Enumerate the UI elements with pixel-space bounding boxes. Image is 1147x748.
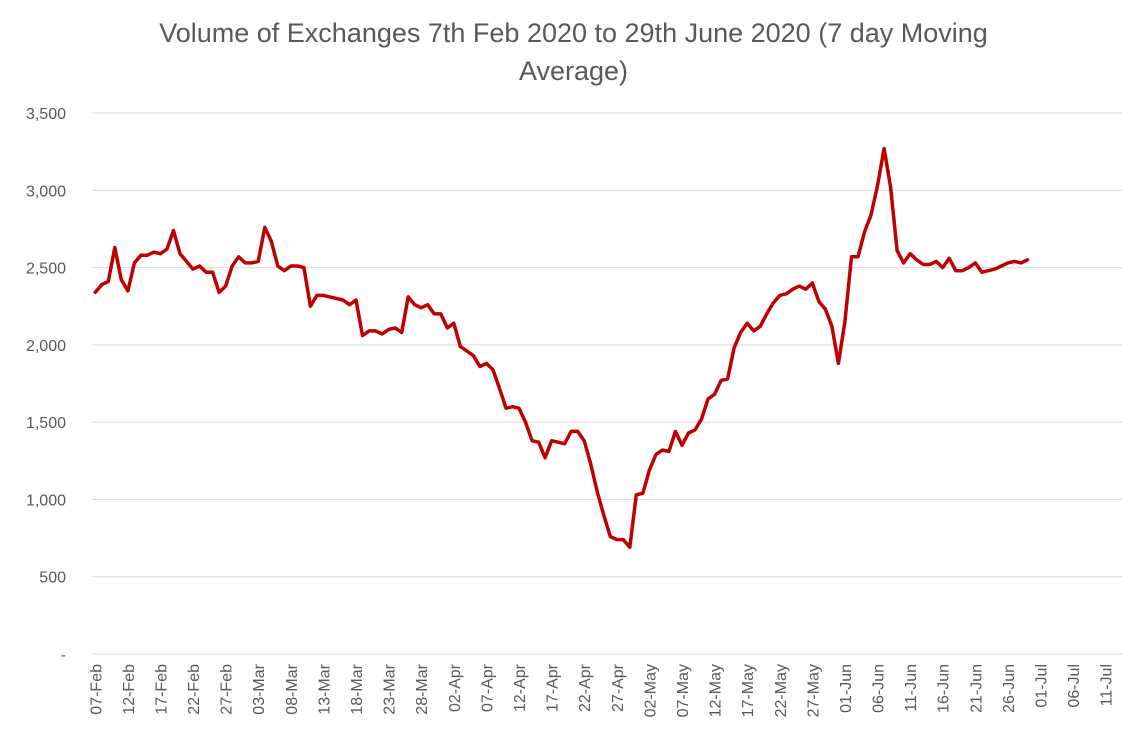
y-tick-label: 3,500 <box>26 106 66 123</box>
x-tick-label: 22-May <box>773 664 790 717</box>
x-tick-label: 16-Jun <box>936 664 953 713</box>
x-tick-label: 26-Jun <box>1001 664 1018 713</box>
x-tick-label: 12-May <box>708 664 725 717</box>
y-tick-label: 2,500 <box>26 261 66 278</box>
x-tick-label: 07-May <box>675 664 692 717</box>
x-tick-label: 22-Feb <box>186 664 203 715</box>
chart-title-line-1: Volume of Exchanges 7th Feb 2020 to 29th… <box>159 18 988 48</box>
x-tick-label: 27-Feb <box>219 664 236 715</box>
y-axis-tick-labels: - 500 1,000 1,500 2,000 2,500 3,000 3,500 <box>26 106 66 664</box>
x-tick-label: 12-Feb <box>121 664 138 715</box>
x-tick-label: 27-May <box>805 664 822 717</box>
x-tick-label: 03-Mar <box>251 663 268 714</box>
x-tick-label: 13-Mar <box>316 663 333 714</box>
chart-title: Volume of Exchanges 7th Feb 2020 to 29th… <box>0 14 1147 90</box>
y-tick-label: 2,000 <box>26 338 66 355</box>
gridlines <box>92 112 1122 655</box>
x-tick-label: 02-May <box>642 664 659 717</box>
x-tick-label: 06-Jun <box>871 664 888 713</box>
x-tick-label: 11-Jul <box>1099 664 1116 706</box>
x-tick-label: 11-Jun <box>903 664 920 712</box>
x-tick-label: 27-Apr <box>610 663 627 712</box>
x-tick-label: 01-Jun <box>838 664 855 713</box>
x-tick-label: 01-Jul <box>1034 664 1051 708</box>
x-axis-tick-labels: 07-Feb 12-Feb 17-Feb 22-Feb 27-Feb 03-Mar 08-M… <box>88 663 1115 717</box>
x-tick-label: 17-Feb <box>153 664 170 715</box>
x-tick-label: 18-Mar <box>349 663 366 714</box>
x-tick-label: 21-Jun <box>968 664 985 713</box>
y-tick-label: 1,000 <box>26 492 66 509</box>
chart-title-line-2: Average) <box>518 56 629 86</box>
series-line <box>93 146 1030 550</box>
x-tick-label: 02-Apr <box>447 663 464 712</box>
x-tick-label: 28-Mar <box>414 663 431 714</box>
x-tick-label: 23-Mar <box>382 663 399 714</box>
series-layer <box>93 146 1030 550</box>
x-tick-label: 07-Apr <box>479 663 496 712</box>
x-tick-label: 07-Feb <box>88 664 105 715</box>
x-tick-label: 17-May <box>740 664 757 717</box>
x-tick-label: 17-Apr <box>545 663 562 712</box>
y-tick-label: 3,000 <box>26 183 66 200</box>
y-tick-label: 1,500 <box>26 415 66 432</box>
x-tick-label: 22-Apr <box>577 663 594 712</box>
x-tick-label: 06-Jul <box>1066 664 1083 708</box>
y-tick-label: - <box>61 647 66 664</box>
x-tick-label: 12-Apr <box>512 663 529 712</box>
y-tick-label: 500 <box>39 570 66 587</box>
x-tick-label: 08-Mar <box>284 663 301 714</box>
